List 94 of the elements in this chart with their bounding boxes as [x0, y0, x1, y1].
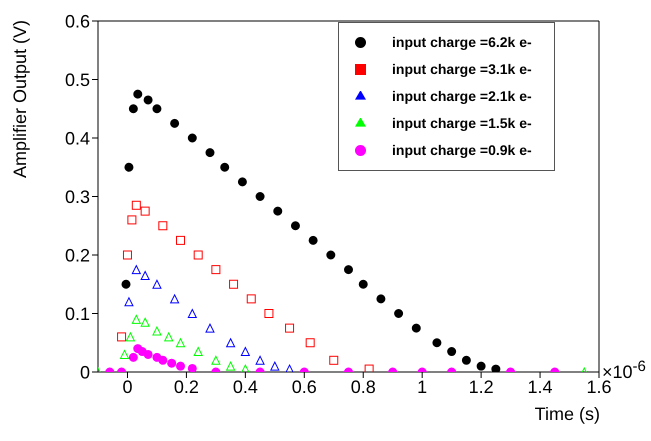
point [290, 221, 300, 230]
legend-label: input charge =6.2k e- [392, 34, 532, 50]
point [246, 294, 256, 304]
x-tick-label: 0.8 [350, 376, 376, 397]
point [205, 324, 214, 333]
point [344, 265, 353, 274]
x-tick-label: 1.2 [468, 376, 494, 397]
point [462, 356, 471, 365]
y-tick-label: 0.5 [64, 70, 90, 90]
point [176, 338, 186, 348]
point [126, 332, 135, 342]
y-tick-label: 0.6 [64, 11, 90, 32]
point [358, 280, 368, 289]
point [121, 280, 130, 289]
point [132, 265, 141, 274]
point [270, 362, 280, 371]
point [432, 338, 442, 348]
point [158, 356, 168, 365]
point [238, 177, 247, 186]
point [285, 324, 294, 333]
point [140, 318, 150, 327]
point [124, 297, 134, 306]
point [364, 364, 374, 372]
point [240, 347, 250, 356]
point [170, 118, 180, 128]
x-tick-label: 0 [122, 376, 132, 397]
point [211, 356, 220, 365]
point [226, 362, 236, 371]
x-tick-label: 1 [417, 376, 428, 397]
point [144, 95, 153, 104]
legend-label: input charge =2.1k e- [392, 88, 532, 104]
point [140, 206, 150, 216]
x-tick-label: 0.4 [232, 376, 258, 397]
x-tick-label: 0.6 [292, 376, 317, 397]
y-tick-label: 0.3 [64, 186, 90, 207]
point [120, 350, 130, 359]
point [132, 200, 141, 210]
point [447, 347, 456, 356]
y-tick-label: 0 [80, 362, 90, 382]
point [144, 350, 153, 359]
point [412, 324, 421, 333]
point [285, 364, 294, 372]
point [152, 104, 162, 114]
legend-label: input charge =0.9k e- [392, 142, 532, 158]
point [329, 356, 338, 365]
point [140, 270, 150, 280]
point [167, 358, 176, 368]
legend-label: input charge =1.5k e- [392, 115, 532, 131]
point [256, 192, 265, 201]
point [306, 338, 315, 348]
point [220, 162, 230, 172]
x-tick-label: 0.2 [174, 376, 199, 397]
y-tick-label: 0.1 [64, 304, 90, 324]
point [476, 362, 486, 371]
point [211, 265, 220, 274]
point [117, 332, 126, 342]
point [124, 162, 134, 172]
point [128, 104, 138, 114]
point [394, 309, 404, 318]
point [205, 148, 214, 158]
point [152, 280, 162, 289]
y-axis-title: Amplifier Output (V) [10, 20, 30, 178]
legend-label: input charge =3.1k e- [392, 61, 532, 77]
y-tick-label: 0.2 [64, 245, 90, 266]
point [188, 134, 197, 142]
point [240, 364, 250, 372]
point [308, 236, 318, 245]
point [127, 215, 136, 224]
point [326, 250, 336, 260]
x-tick-label: 1.4 [528, 376, 553, 397]
point [256, 356, 265, 365]
point [128, 352, 138, 362]
point [122, 250, 132, 260]
y-tick-label: 0.4 [64, 128, 90, 148]
point [164, 332, 174, 342]
point [491, 364, 500, 372]
x-tick-label: 1.6 [586, 376, 612, 397]
point [158, 221, 168, 230]
x-axis-title: Time (s) [534, 404, 600, 425]
point [170, 294, 180, 304]
point [376, 294, 386, 304]
point [273, 206, 282, 216]
point [194, 347, 203, 356]
point [176, 362, 186, 371]
point [264, 309, 274, 318]
point [226, 338, 236, 348]
point [152, 326, 162, 336]
point [132, 314, 141, 324]
point [229, 280, 238, 289]
point [133, 90, 142, 99]
point [194, 250, 203, 260]
point [176, 236, 186, 245]
point [188, 309, 197, 318]
point [188, 364, 197, 372]
